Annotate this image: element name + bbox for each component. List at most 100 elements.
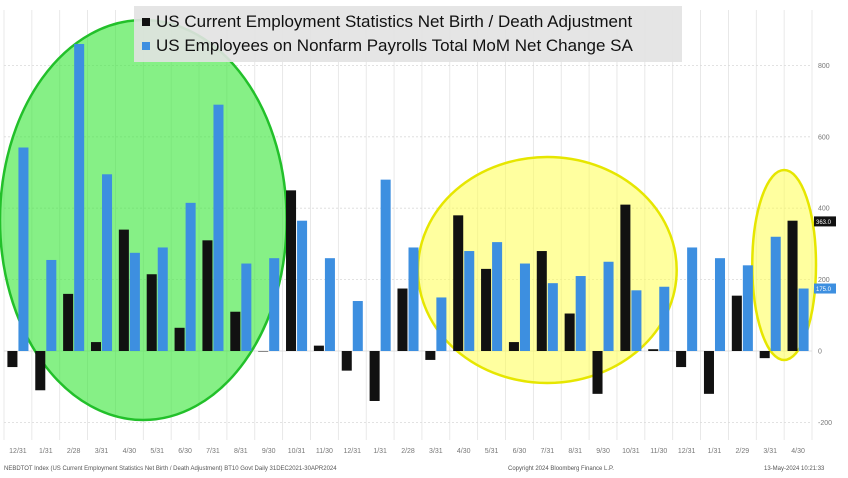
legend-entry-payrolls: US Employees on Nonfarm Payrolls Total M… — [142, 34, 674, 58]
bar-birth-death — [118, 229, 129, 351]
bar-birth-death — [453, 215, 464, 351]
y-tick-label: 400 — [818, 206, 830, 213]
bar-birth-death — [369, 351, 380, 401]
x-tick-label: 11/30 — [316, 448, 333, 455]
bar-birth-death — [620, 204, 631, 351]
bar-birth-death — [286, 190, 297, 351]
bar-birth-death — [7, 351, 18, 368]
bar-birth-death — [90, 342, 102, 351]
x-tick-label: 1/31 — [39, 448, 53, 455]
bar-payrolls — [213, 104, 224, 351]
bar-birth-death — [648, 349, 659, 351]
x-tick-label: 3/31 — [763, 448, 777, 455]
bar-payrolls — [770, 236, 781, 351]
x-tick-label: 12/31 — [678, 448, 696, 455]
bar-birth-death — [703, 351, 714, 394]
bar-payrolls — [74, 43, 85, 351]
x-tick-label: 9/30 — [262, 448, 276, 455]
x-tick-label: 2/29 — [736, 448, 750, 455]
x-tick-label: 12/31 — [9, 448, 27, 455]
bar-birth-death — [676, 351, 687, 368]
x-tick-label: 7/31 — [540, 448, 554, 455]
bar-birth-death — [508, 342, 519, 351]
value-badge — [814, 283, 836, 294]
highlight-ellipses — [0, 18, 818, 422]
x-tick-label: 6/30 — [178, 448, 192, 455]
legend-label: US Employees on Nonfarm Payrolls Total M… — [156, 36, 633, 55]
bar-birth-death — [564, 313, 575, 351]
bars — [7, 43, 809, 401]
bar-payrolls — [464, 251, 475, 351]
bar-payrolls — [157, 247, 168, 351]
bar-payrolls — [687, 247, 698, 351]
bar-birth-death — [146, 274, 157, 351]
x-tick-label: 1/31 — [708, 448, 722, 455]
bar-payrolls — [436, 297, 447, 351]
bar-payrolls — [129, 252, 140, 351]
x-tick-label: 2/28 — [401, 448, 415, 455]
bar-payrolls — [519, 263, 530, 351]
bar-payrolls — [659, 286, 670, 351]
bar-payrolls — [798, 288, 809, 351]
value-badge-label: 175.0 — [816, 287, 832, 293]
x-tick-label: 4/30 — [123, 448, 137, 455]
x-tick-label: 1/31 — [373, 448, 387, 455]
bar-payrolls — [241, 263, 252, 351]
x-tick-label: 4/30 — [791, 448, 805, 455]
bar-birth-death — [731, 295, 742, 351]
bar-payrolls — [492, 242, 503, 351]
x-tick-label: 10/31 — [622, 448, 640, 455]
x-tick-label: 3/31 — [429, 448, 443, 455]
x-tick-label: 5/31 — [150, 448, 164, 455]
bar-birth-death — [63, 293, 74, 351]
bar-birth-death — [759, 351, 770, 359]
x-tick-label: 10/31 — [288, 448, 306, 455]
bar-payrolls — [547, 283, 558, 351]
x-tick-label: 7/31 — [206, 448, 220, 455]
value-badges: 363.0 175.0 — [814, 216, 836, 294]
legend-swatch-blue — [142, 42, 150, 50]
bar-payrolls — [714, 258, 726, 351]
x-tick-label: 8/31 — [234, 448, 248, 455]
x-tick-label: 6/30 — [513, 448, 527, 455]
x-tick-label: 11/30 — [650, 448, 667, 455]
bar-payrolls — [380, 179, 391, 351]
bar-payrolls — [352, 301, 363, 351]
bar-payrolls — [269, 258, 280, 351]
bar-payrolls — [46, 259, 57, 351]
bar-birth-death — [425, 351, 436, 360]
bar-birth-death — [592, 351, 603, 394]
legend-entry-birth-death: US Current Employment Statistics Net Bir… — [142, 10, 674, 34]
bar-birth-death — [313, 345, 324, 351]
bar-birth-death — [174, 327, 185, 351]
bar-payrolls — [603, 261, 614, 351]
x-tick-label: 4/30 — [457, 448, 471, 455]
x-tick-label: 8/31 — [568, 448, 582, 455]
bar-birth-death — [35, 351, 46, 391]
y-tick-label: 0 — [818, 349, 822, 356]
footer-copyright: Copyright 2024 Bloomberg Finance L.P. — [508, 466, 614, 472]
bar-payrolls — [631, 290, 642, 351]
x-tick-label: 2/28 — [67, 448, 81, 455]
footer: NEBDTOT Index (US Current Employment Sta… — [0, 464, 848, 478]
x-tick-label: 5/31 — [485, 448, 499, 455]
footer-timestamp: 13-May-2024 10:21:33 — [764, 466, 825, 472]
legend-swatch-black — [142, 18, 150, 26]
bar-payrolls — [575, 276, 586, 351]
y-tick-label: 800 — [818, 63, 830, 70]
bar-birth-death — [481, 268, 492, 351]
y-axis-ticks: -200 0 200 400 600 800 — [818, 63, 832, 427]
bar-birth-death — [230, 311, 241, 351]
legend: US Current Employment Statistics Net Bir… — [134, 6, 682, 62]
x-tick-label: 3/31 — [95, 448, 109, 455]
bar-payrolls — [102, 174, 113, 351]
bar-birth-death — [787, 220, 798, 351]
bar-payrolls — [297, 220, 308, 351]
y-tick-label: 200 — [818, 277, 830, 284]
bar-payrolls — [18, 147, 29, 351]
x-tick-label: 9/30 — [596, 448, 610, 455]
value-badge — [814, 216, 836, 227]
legend-label: US Current Employment Statistics Net Bir… — [156, 12, 633, 31]
bar-payrolls — [742, 265, 753, 351]
